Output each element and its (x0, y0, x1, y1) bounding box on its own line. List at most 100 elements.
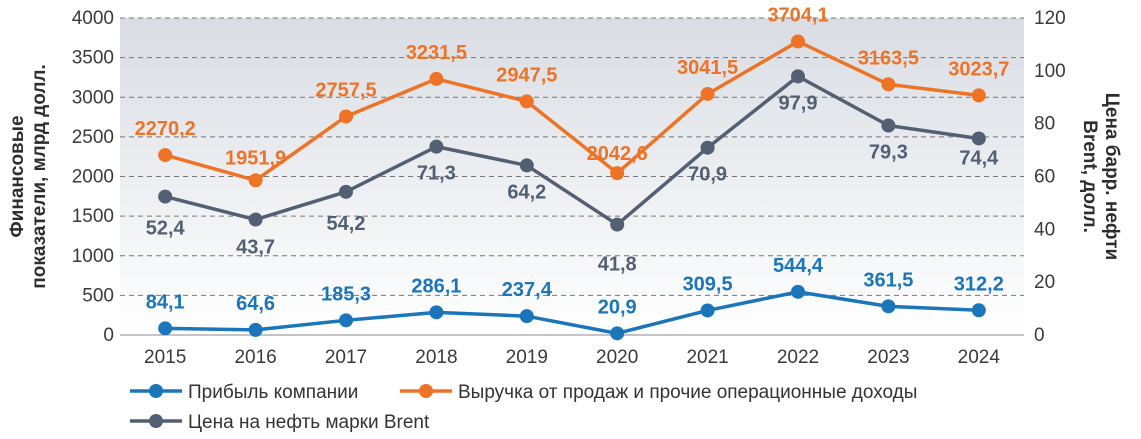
y-axis-left: 0 500 1000 1500 2000 2500 3000 3500 4000 (72, 8, 114, 346)
x-tick-label: 2022 (777, 347, 819, 368)
y2-tick-label: 80 (1034, 114, 1055, 135)
data-label: 43,7 (236, 237, 275, 259)
data-point (791, 284, 805, 299)
data-point (610, 217, 625, 232)
data-point (700, 140, 715, 155)
x-tick-label: 2020 (596, 347, 638, 368)
data-point (158, 321, 173, 336)
series-line (164, 39, 980, 183)
data-point (791, 34, 805, 49)
series-line (164, 74, 980, 227)
y-tick-label: 1000 (72, 246, 114, 267)
data-point (158, 148, 173, 163)
data-point (971, 303, 986, 318)
y2-tick-label: 40 (1034, 219, 1055, 240)
x-tick-label: 2017 (325, 347, 367, 368)
y-tick-label: 4000 (72, 8, 114, 29)
data-label: 2042,6 (587, 143, 648, 165)
legend-swatch-marker (149, 384, 163, 398)
data-label: 312,2 (954, 273, 1004, 295)
x-tick-label: 2023 (867, 347, 909, 368)
y2-tick-label: 60 (1034, 167, 1055, 188)
data-label: 3704,1 (767, 4, 828, 26)
legend-label: Прибыль компании (188, 382, 358, 403)
series-line (165, 290, 979, 336)
data-point (519, 158, 534, 173)
y2-tick-label: 20 (1034, 272, 1055, 293)
data-point (429, 71, 444, 86)
data-label: 2947,5 (496, 64, 557, 86)
y2-tick-label: 120 (1034, 8, 1066, 29)
data-point (610, 166, 625, 181)
data-point (519, 309, 534, 324)
data-label: 74,4 (959, 147, 999, 169)
data-label: 84,1 (146, 291, 185, 313)
y-tick-label: 1500 (72, 206, 114, 227)
y-axis-title-right: Цена барр. нефтиBrent, долл. (1079, 93, 1122, 260)
data-point (339, 184, 353, 199)
data-point (700, 303, 715, 318)
data-point (248, 173, 263, 188)
data-point (610, 326, 625, 341)
legend: Прибыль компании Выручка от продаж и проч… (130, 382, 917, 433)
y-tick-label: 0 (103, 325, 114, 346)
data-label: 2757,5 (315, 79, 376, 101)
data-point (881, 77, 896, 92)
data-label: 3231,5 (406, 42, 467, 64)
legend-swatch-marker (419, 384, 433, 398)
data-labels: 84,1 64,6 185,3 286,1 237,4 20,9 309,5 544,4 361… (135, 4, 1010, 318)
x-tick-label: 2015 (144, 347, 186, 368)
data-label: 54,2 (327, 213, 366, 235)
x-tick-label: 2018 (415, 347, 457, 368)
y2-tick-label: 0 (1034, 325, 1045, 346)
legend-swatch-marker (149, 414, 163, 428)
data-point (339, 109, 353, 124)
y-tick-label: 500 (82, 285, 114, 306)
data-point (881, 299, 896, 314)
data-label: 309,5 (683, 273, 733, 295)
data-point (791, 69, 805, 84)
data-label: 237,4 (502, 279, 553, 301)
data-point (248, 212, 263, 227)
data-point (519, 94, 534, 109)
data-point (158, 189, 173, 204)
data-label: 71,3 (417, 163, 456, 185)
data-label: 3023,7 (948, 58, 1009, 80)
data-label: 64,2 (507, 181, 546, 203)
data-point (429, 305, 444, 320)
data-point (429, 139, 444, 154)
y-axis-title-left: Финансовыепоказатели, млрд долл. (7, 64, 50, 289)
data-label: 2270,2 (135, 118, 196, 140)
data-label: 3041,5 (677, 57, 738, 79)
data-point (971, 88, 986, 103)
data-point (339, 313, 353, 328)
data-label: 41,8 (598, 254, 637, 276)
data-label: 1951,9 (225, 147, 286, 169)
data-label: 64,6 (236, 293, 275, 315)
data-label: 20,9 (598, 296, 637, 318)
x-tick-label: 2024 (958, 347, 1001, 368)
data-label: 97,9 (779, 92, 818, 114)
series (158, 34, 986, 341)
data-label: 544,4 (773, 255, 824, 277)
y-tick-label: 2000 (72, 167, 114, 188)
data-point (700, 86, 715, 101)
data-label: 286,1 (411, 275, 461, 297)
data-label: 52,4 (146, 218, 186, 240)
data-label: 185,3 (321, 283, 371, 305)
data-point (881, 118, 896, 133)
data-label: 79,3 (869, 142, 908, 164)
legend-label: Выручка от продаж и прочие операционные … (458, 382, 917, 403)
data-label: 361,5 (863, 269, 913, 291)
x-axis: 2015 2016 2017 2018 2019 2020 2021 2022 2023 2024 (144, 347, 1000, 368)
y-tick-label: 3000 (72, 87, 114, 108)
data-point (248, 322, 263, 337)
y2-tick-label: 100 (1034, 61, 1066, 82)
data-point (971, 131, 986, 146)
legend-label: Цена на нефть марки Brent (188, 412, 430, 433)
data-label: 70,9 (688, 164, 727, 186)
y-tick-label: 2500 (72, 127, 114, 148)
x-tick-label: 2021 (686, 347, 728, 368)
data-label: 3163,5 (858, 47, 919, 69)
